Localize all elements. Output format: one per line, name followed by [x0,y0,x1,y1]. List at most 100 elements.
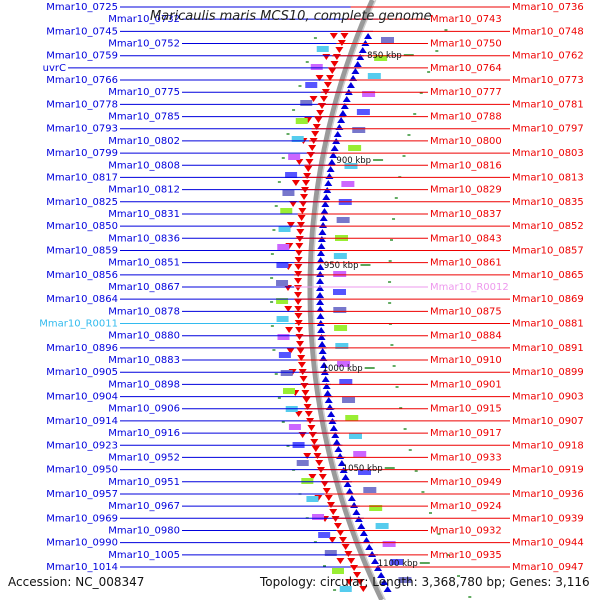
feature-block [316,46,329,52]
reverse-gene-arrow [353,572,362,578]
reverse-gene-label: Mmar10_R0012 [430,282,509,293]
reverse-gene-arrow [307,425,316,431]
reverse-gene-arrow [309,96,318,102]
forward-gene-arrow [319,222,328,228]
forward-gene-label: Mmar10_0969 [46,513,118,524]
forward-gene-label: Mmar10_0957 [46,489,118,500]
reverse-gene-label: Mmar10_0869 [512,294,584,305]
reverse-gene-arrow [350,565,359,571]
feature-block [276,262,289,268]
feature-block [339,379,353,385]
forward-gene-arrow [368,551,377,557]
reverse-gene-arrow [308,145,317,151]
forward-gene-arrow [317,236,326,242]
feature-block [356,109,370,115]
forward-gene-arrow [323,390,332,396]
forward-gene-label: Mmar10_0825 [46,197,118,208]
reverse-gene-arrow [294,299,303,305]
reverse-gene-label: Mmar10_0933 [430,452,502,463]
forward-gene-arrow [356,54,365,60]
forward-gene-label: Mmar10_0856 [46,270,118,281]
feature-block [363,487,377,493]
forward-gene-label: Mmar10_0980 [108,525,180,536]
forward-gene-arrow [316,292,325,298]
kbp-tick-label: 1050 kbp [343,464,383,474]
reverse-gene-label: Mmar10_0865 [512,270,584,281]
feature-block [374,55,388,61]
reverse-gene-arrow [294,264,303,270]
feature-block [282,388,295,394]
forward-gene-label: Mmar10_0817 [46,172,118,183]
reverse-gene-label: Mmar10_0781 [512,99,584,110]
forward-gene-label: Mmar10_0878 [108,306,180,317]
reverse-gene-label: Mmar10_0852 [512,221,584,232]
reverse-gene-label: Mmar10_0919 [512,465,584,476]
forward-gene-arrow [316,278,325,284]
reverse-gene-label: Mmar10_0777 [430,87,502,98]
reverse-gene-label: Mmar10_0797 [512,124,584,135]
forward-gene-arrow [341,474,350,480]
forward-gene-arrow [336,453,345,459]
reverse-gene-arrow [304,166,313,172]
reverse-gene-arrow [328,537,337,543]
reverse-gene-label: Mmar10_0837 [430,209,502,220]
reverse-gene-arrow [331,516,340,522]
forward-gene-label: Mmar10_0867 [108,282,180,293]
feature-block [333,307,347,313]
reverse-gene-arrow [333,523,342,529]
reverse-gene-label: Mmar10_0748 [512,26,584,37]
forward-gene-arrow [324,397,333,403]
forward-gene-label: Mmar10_0898 [108,379,180,390]
forward-gene-label: Mmar10_0904 [46,392,118,403]
forward-gene-label: Mmar10_0923 [46,440,118,451]
feature-block [335,343,349,349]
feature-block [345,415,359,421]
genome-info-text: Topology: circular; Length: 3,368,780 bp… [260,575,590,589]
forward-gene-arrow [354,516,363,522]
feature-block [291,136,304,142]
forward-gene-arrow [317,327,326,333]
forward-gene-arrow [322,194,331,200]
reverse-gene-label: Mmar10_0891 [512,343,584,354]
kbp-tick-label: 1100 kbp [378,559,418,569]
reverse-gene-arrow [319,96,328,102]
reverse-gene-label: Mmar10_0803 [512,148,584,159]
forward-gene-arrow [316,250,325,256]
reverse-gene-arrow [294,306,303,312]
reverse-gene-arrow [294,285,303,291]
forward-gene-arrow [329,152,338,158]
forward-gene-arrow [327,411,336,417]
feature-block [333,289,347,295]
forward-gene-arrow [324,180,333,186]
forward-gene-arrow [326,166,335,172]
accession-text: Accession: NC_008347 [8,575,145,589]
forward-gene-arrow [340,103,349,109]
reverse-gene-label: Mmar10_0750 [430,39,502,50]
forward-gene-arrow [316,264,325,270]
forward-gene-label: Mmar10_0950 [46,465,118,476]
reverse-gene-arrow [294,411,303,417]
feature-block [280,208,293,214]
forward-gene-arrow [321,201,330,207]
forward-gene-arrow [337,117,346,123]
feature-block [341,181,355,187]
reverse-gene-label: Mmar10_0932 [430,525,502,536]
forward-gene-label: Mmar10_0990 [46,538,118,549]
reverse-gene-label: Mmar10_0910 [430,355,502,366]
reverse-gene-arrow [294,250,303,256]
forward-gene-arrow [327,159,336,165]
reverse-gene-arrow [316,110,325,116]
feature-block [348,145,362,151]
feature-block [310,64,323,70]
feature-block [296,460,309,466]
reverse-gene-arrow [297,355,306,361]
forward-gene-arrow [333,131,342,137]
forward-gene-arrow [316,257,325,263]
reverse-gene-arrow [297,362,306,368]
reverse-gene-arrow [291,180,300,186]
reverse-gene-label: Mmar10_0875 [430,306,502,317]
feature-block [285,172,298,178]
reverse-gene-label: Mmar10_0903 [512,392,584,403]
reverse-gene-arrow [332,54,341,60]
forward-gene-label: Mmar10_0745 [46,26,118,37]
